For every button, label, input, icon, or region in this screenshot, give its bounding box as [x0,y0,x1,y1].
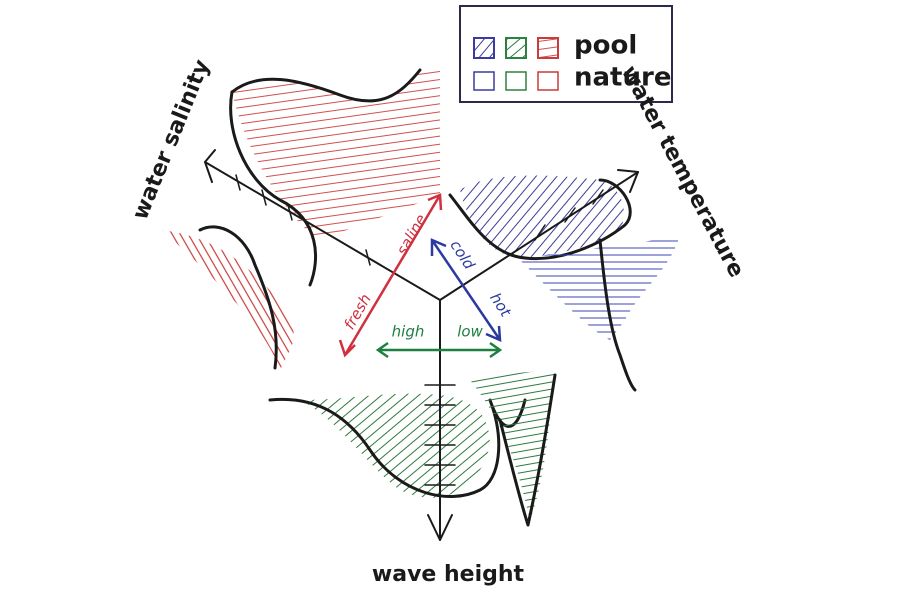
axis-end-label: hot [486,290,515,321]
legend-label: pool [574,31,637,61]
area-pool [300,393,490,498]
arrow [430,238,502,342]
area-pool [460,175,624,258]
swatch [537,71,559,91]
axis-label: water salinity [128,56,215,223]
swatch [505,37,527,59]
legend-label: nature [574,63,671,93]
arrow [338,193,443,358]
area-nature [520,235,680,340]
axis [204,161,441,301]
legend: pool nature [459,5,673,103]
axis [439,171,639,301]
swatch [537,37,559,59]
area-nature [162,230,294,370]
swatch [505,71,527,91]
swatch [473,71,495,91]
swatch [473,37,495,59]
axis-label: wave height [372,562,525,587]
axis-end-label: saline [393,211,431,258]
area-pool [232,70,440,240]
axis-end-label: high [392,323,425,341]
area-nature [470,371,555,520]
legend-box [459,5,673,103]
axis-end-label: low [457,323,483,341]
arrow [375,341,503,359]
